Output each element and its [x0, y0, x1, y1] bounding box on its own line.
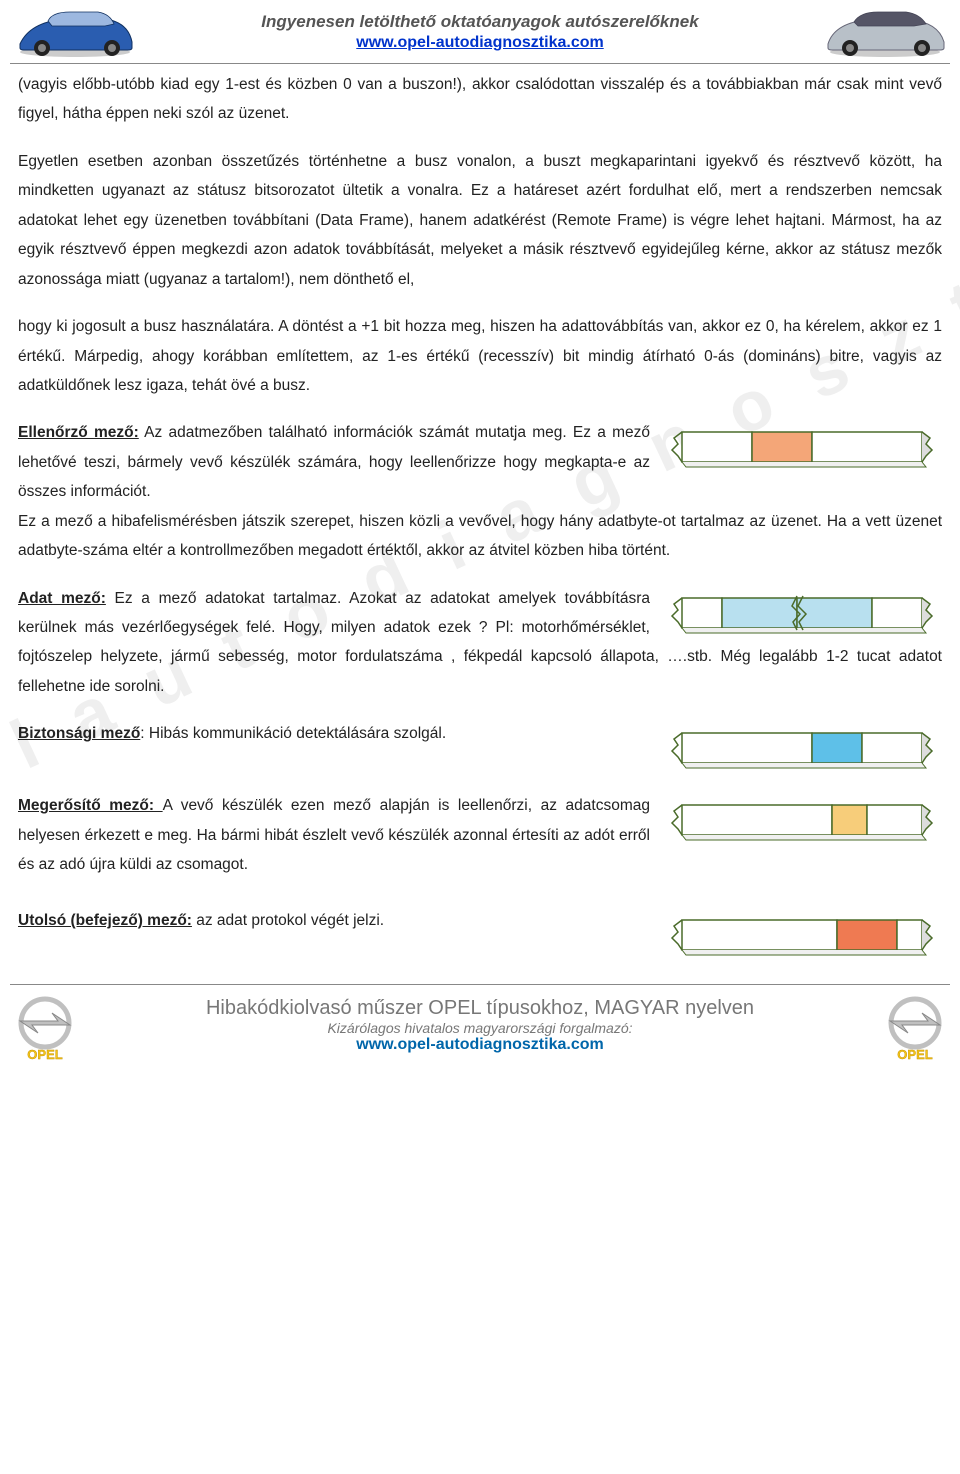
- label-utolso: Utolsó (befejező) mező:: [18, 912, 192, 929]
- text-biztonsagi-inline: : Hibás kommunikáció detektálására szolg…: [140, 725, 446, 742]
- header-divider: [10, 63, 950, 64]
- page: w w w . o p e l a u t o d i a g n o s z …: [0, 0, 960, 1065]
- paragraph-2: Egyetlen esetben azonban összetűzés tört…: [18, 147, 942, 294]
- label-ellenorzo: Ellenőrző mező:: [18, 424, 139, 441]
- section-megerosito: Megerősítő mező: A vevő készülék ezen me…: [18, 791, 942, 897]
- footer-title: Hibakódkiolvasó műszer OPEL típusokhoz, …: [80, 997, 880, 1020]
- label-biztonsagi: Biztonsági mező: [18, 725, 140, 742]
- svg-text:OPEL: OPEL: [897, 1047, 932, 1061]
- diagram-megerosito: [662, 795, 942, 845]
- section-adat: Adat mező: Ez a mező adatokat tartalmaz.…: [18, 584, 942, 720]
- car-image-left: [10, 4, 140, 59]
- opel-logo-right: OPEL: [880, 991, 950, 1061]
- footer-center: Hibakódkiolvasó műszer OPEL típusokhoz, …: [80, 997, 880, 1054]
- header: Ingyenesen letölthető oktatóanyagok autó…: [0, 0, 960, 59]
- opel-logo-left: OPEL: [10, 991, 80, 1061]
- header-title: Ingyenesen letölthető oktatóanyagok autó…: [140, 12, 820, 32]
- footer: OPEL Hibakódkiolvasó műszer OPEL típusok…: [10, 984, 950, 1065]
- text-utolso-inline: az adat protokol végét jelzi.: [192, 912, 384, 929]
- label-megerosito: Megerősítő mező:: [18, 797, 163, 814]
- diagram-ellenorzo: [662, 422, 942, 472]
- footer-link[interactable]: www.opel-autodiagnosztika.com: [80, 1036, 880, 1054]
- paragraph-3: hogy ki jogosult a busz használatára. A …: [18, 312, 942, 400]
- svg-text:OPEL: OPEL: [27, 1047, 62, 1061]
- car-image-right: [820, 4, 950, 59]
- header-center: Ingyenesen letölthető oktatóanyagok autó…: [140, 12, 820, 52]
- diagram-adat: [662, 588, 942, 638]
- label-adat: Adat mező:: [18, 590, 106, 607]
- paragraph-1: (vagyis előbb-utóbb kiad egy 1-est és kö…: [18, 70, 942, 129]
- footer-sub: Kizárólagos hivatalos magyarországi forg…: [80, 1020, 880, 1036]
- section-ellenorzo: Ellenőrző mező: Az adatmezőben található…: [18, 418, 942, 565]
- content: (vagyis előbb-utóbb kiad egy 1-est és kö…: [0, 70, 960, 964]
- diagram-utolso: [662, 910, 942, 960]
- diagram-biztonsagi: [662, 723, 942, 773]
- text-ellenorzo-after: Ez a mező a hibafelismérésben játszik sz…: [18, 507, 942, 566]
- section-utolso: Utolsó (befejező) mező: az adat protokol…: [18, 906, 942, 964]
- header-link[interactable]: www.opel-autodiagnosztika.com: [356, 34, 603, 51]
- section-biztonsagi: Biztonsági mező: Hibás kommunikáció dete…: [18, 719, 942, 777]
